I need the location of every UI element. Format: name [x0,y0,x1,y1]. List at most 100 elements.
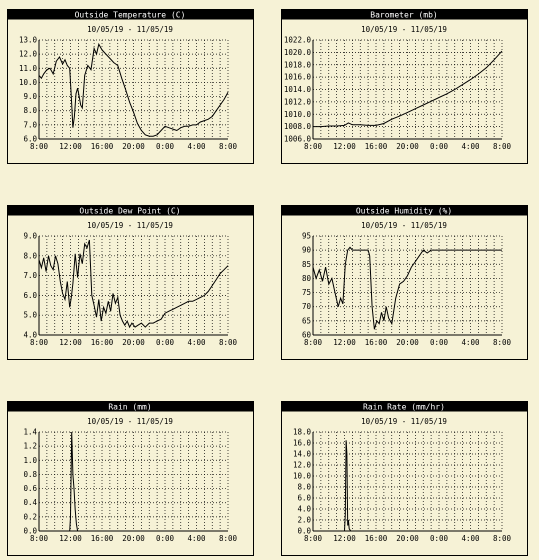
y-tick-label: 65 [302,316,311,325]
y-tick-label: 18.0 [293,428,312,437]
y-tick-label: 0.4 [23,498,37,507]
chart-subtitle: 10/05/19 - 11/05/19 [361,221,447,230]
y-tick-label: 10.0 [293,472,312,481]
chart-title: Barometer (mb) [370,11,437,20]
x-tick-label: 12:00 [59,142,82,151]
chart-panel-outside-humidity: Outside Humidity (%) 10/05/19 - 11/05/19 6… [281,205,528,360]
x-tick-label: 4:00 [461,534,480,543]
x-tick-label: 8:00 [493,338,512,347]
y-tick-label: 9.0 [23,92,37,101]
y-tick-label: 6.0 [297,494,311,503]
chart-title-bar [281,401,528,412]
y-tick-label: 0.0 [23,527,37,536]
y-tick-label: 0.0 [297,527,311,536]
chart-title-bar [7,205,254,216]
x-tick-label: 8:00 [493,142,512,151]
series-line [313,440,502,532]
x-tick-label: 16:00 [365,534,388,543]
y-tick-label: 2.0 [297,516,311,525]
y-tick-label: 12.0 [293,461,312,470]
x-tick-label: 8:00 [304,338,323,347]
y-tick-label: 1022.0 [284,36,312,45]
y-tick-label: 1008.0 [284,122,312,131]
x-tick-label: 20:00 [396,338,419,347]
x-tick-label: 8:00 [30,534,49,543]
x-tick-label: 20:00 [396,142,419,151]
y-tick-label: 90 [302,246,312,255]
y-tick-label: 12.0 [19,50,38,59]
y-tick-label: 13.0 [19,36,38,45]
y-tick-label: 16.0 [293,439,312,448]
x-tick-label: 16:00 [91,142,114,151]
x-tick-label: 4:00 [187,142,206,151]
y-tick-label: 1010.0 [284,110,312,119]
chart-panel-outside-dew-point: Outside Dew Point (C) 10/05/19 - 11/05/19… [7,205,254,360]
x-tick-label: 20:00 [122,534,145,543]
chart-title: Outside Humidity (%) [356,207,452,216]
x-tick-label: 8:00 [304,534,323,543]
y-tick-label: 4.0 [297,505,311,514]
x-tick-label: 12:00 [333,142,356,151]
x-tick-label: 12:00 [333,534,356,543]
chart-title-bar [7,9,254,20]
y-tick-label: 1014.0 [284,85,312,94]
y-tick-label: 6.0 [23,291,37,300]
y-tick-label: 11.0 [19,64,38,73]
x-tick-label: 16:00 [91,534,114,543]
chart-title: Outside Temperature (C) [75,11,186,20]
x-tick-label: 0:00 [156,338,175,347]
y-tick-label: 80 [302,274,312,283]
chart-panel-rain-rate: Rain Rate (mm/hr) 10/05/19 - 11/05/19 0.0 2… [281,401,528,556]
y-tick-label: 75 [302,288,311,297]
y-tick-label: 10.0 [19,78,38,87]
x-tick-label: 8:00 [493,534,512,543]
y-tick-label: 1.0 [23,456,37,465]
chart-title: Outside Dew Point (C) [79,207,180,216]
y-tick-label: 60 [302,331,312,340]
chart-title-bar [281,205,528,216]
y-tick-label: 8.0 [297,483,311,492]
x-tick-label: 16:00 [365,142,388,151]
y-tick-label: 85 [302,260,311,269]
x-tick-label: 4:00 [187,534,206,543]
chart-subtitle: 10/05/19 - 11/05/19 [87,25,173,34]
x-tick-label: 0:00 [430,142,449,151]
y-tick-label: 14.0 [293,450,312,459]
y-tick-label: 5.0 [23,311,37,320]
x-tick-label: 8:00 [30,142,49,151]
x-tick-label: 8:00 [304,142,323,151]
x-tick-label: 0:00 [430,534,449,543]
chart-subtitle: 10/05/19 - 11/05/19 [87,221,173,230]
x-tick-label: 8:00 [219,338,238,347]
series-line [313,50,503,128]
x-tick-label: 20:00 [122,338,145,347]
chart-panel-rain: Rain (mm) 10/05/19 - 11/05/19 0.0 0.2 0.4 0.6… [7,401,254,556]
x-tick-label: 4:00 [461,338,480,347]
y-tick-label: 1012.0 [284,97,312,106]
chart-panel-outside-temperature: Outside Temperature (C) 10/05/19 - 11/05/… [7,9,254,164]
y-tick-label: 7.0 [23,271,37,280]
chart-subtitle: 10/05/19 - 11/05/19 [361,417,447,426]
x-tick-label: 16:00 [365,338,388,347]
y-tick-label: 95 [302,232,311,241]
y-tick-label: 0.2 [23,512,37,521]
x-tick-label: 12:00 [59,534,82,543]
x-tick-label: 8:00 [219,534,238,543]
y-tick-label: 0.6 [23,484,37,493]
x-tick-label: 8:00 [219,142,238,151]
chart-subtitle: 10/05/19 - 11/05/19 [361,25,447,34]
y-tick-label: 1020.0 [284,48,312,57]
chart-title-bar [7,401,254,412]
y-tick-label: 0.8 [23,470,37,479]
x-tick-label: 20:00 [122,142,145,151]
x-tick-label: 16:00 [91,338,114,347]
chart-panel-barometer: Barometer (mb) 10/05/19 - 11/05/19 1006.0 1… [281,9,528,164]
chart-title-bar [281,9,528,20]
x-tick-label: 12:00 [333,338,356,347]
y-tick-label: 7.0 [23,120,37,129]
y-tick-label: 8.0 [23,106,37,115]
y-tick-label: 1.4 [23,428,37,437]
series-line [38,239,229,329]
y-tick-label: 70 [302,302,312,311]
x-tick-label: 0:00 [156,534,175,543]
